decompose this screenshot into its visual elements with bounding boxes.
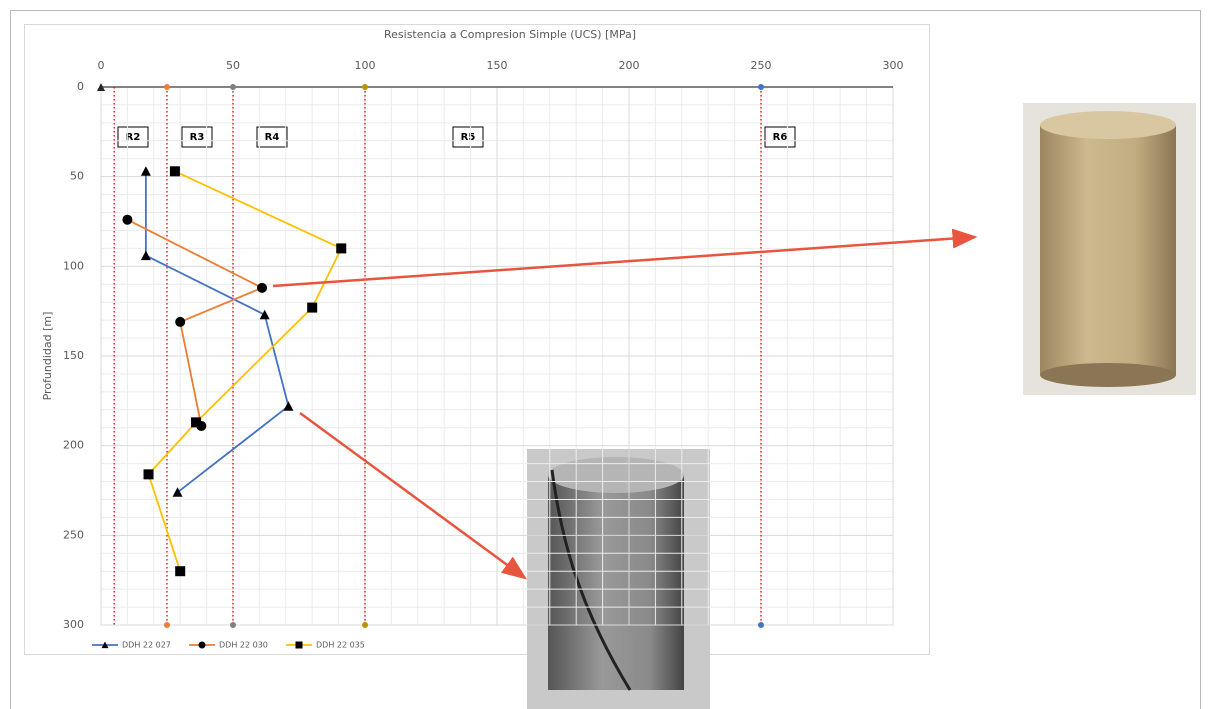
arrow [299, 411, 528, 580]
y-tick-label: 150 [63, 349, 84, 362]
zone-box [117, 126, 149, 148]
zone-labels: R2 R3 R4 R5 R6 [117, 126, 796, 148]
arrow [272, 228, 978, 288]
marker [140, 250, 151, 261]
marker [169, 166, 180, 177]
core-body [548, 475, 684, 690]
marker [257, 282, 268, 293]
marker [307, 302, 318, 313]
x-tick-label: 250 [751, 59, 772, 72]
marker [336, 243, 347, 254]
core-bottom [1040, 363, 1176, 387]
origin-marker [97, 83, 105, 91]
chart-title: Resistencia a Compresion Simple (UCS) [M… [384, 28, 636, 41]
legend-label: DDH 22 027 [122, 641, 171, 650]
threshold-dot [164, 622, 170, 628]
y-tick-label: 300 [63, 618, 84, 631]
y-tick-label: 0 [77, 80, 84, 93]
x-tick-label: 0 [98, 59, 105, 72]
threshold-dot [758, 622, 764, 628]
threshold-dot [362, 622, 368, 628]
zone-label: R2 [126, 132, 141, 143]
legend-label: DDH 22 035 [316, 641, 365, 650]
legend-marker [198, 641, 206, 649]
threshold-dot [362, 84, 368, 90]
zone-box [256, 126, 288, 148]
marker [175, 566, 186, 577]
legend-marker [101, 641, 109, 649]
x-tick-label: 100 [355, 59, 376, 72]
legend-marker [295, 641, 303, 649]
x-tick-label: 200 [619, 59, 640, 72]
marker [140, 166, 151, 176]
zone-label: R4 [265, 132, 280, 143]
zone-label: R5 [461, 132, 476, 143]
zone-label: R3 [190, 132, 205, 143]
zone-label: R6 [773, 132, 788, 143]
threshold-dot [230, 622, 236, 628]
photo-core-2 [527, 449, 710, 709]
zone-box [452, 126, 484, 148]
threshold-dot [758, 84, 764, 90]
core-top [1040, 111, 1176, 139]
y-tick-label: 250 [63, 528, 84, 541]
y-tick-label: 200 [63, 439, 84, 452]
core-crack [550, 469, 632, 691]
marker [191, 417, 202, 428]
threshold-dot [164, 84, 170, 90]
x-tick-label: 50 [226, 59, 240, 72]
marker [283, 401, 294, 411]
y-tick-label: 50 [70, 170, 84, 183]
marker [172, 487, 183, 497]
x-tick-label: 300 [883, 59, 904, 72]
frame [10, 10, 1201, 709]
core-top [548, 457, 684, 493]
zone-box [181, 126, 213, 148]
series-line [126, 218, 265, 427]
y-axis-title: Profundidad [m] [41, 312, 54, 401]
threshold-dot [230, 84, 236, 90]
chart-area [24, 24, 930, 655]
legend-label: DDH 22 030 [219, 641, 268, 650]
marker [143, 469, 154, 480]
core-body [1040, 125, 1176, 375]
y-tick-label: 100 [63, 259, 84, 272]
series-line [147, 170, 343, 572]
marker [175, 316, 186, 327]
marker [259, 309, 270, 320]
x-tick-label: 150 [487, 59, 508, 72]
marker [122, 214, 133, 225]
photo-core-1 [1023, 103, 1196, 395]
